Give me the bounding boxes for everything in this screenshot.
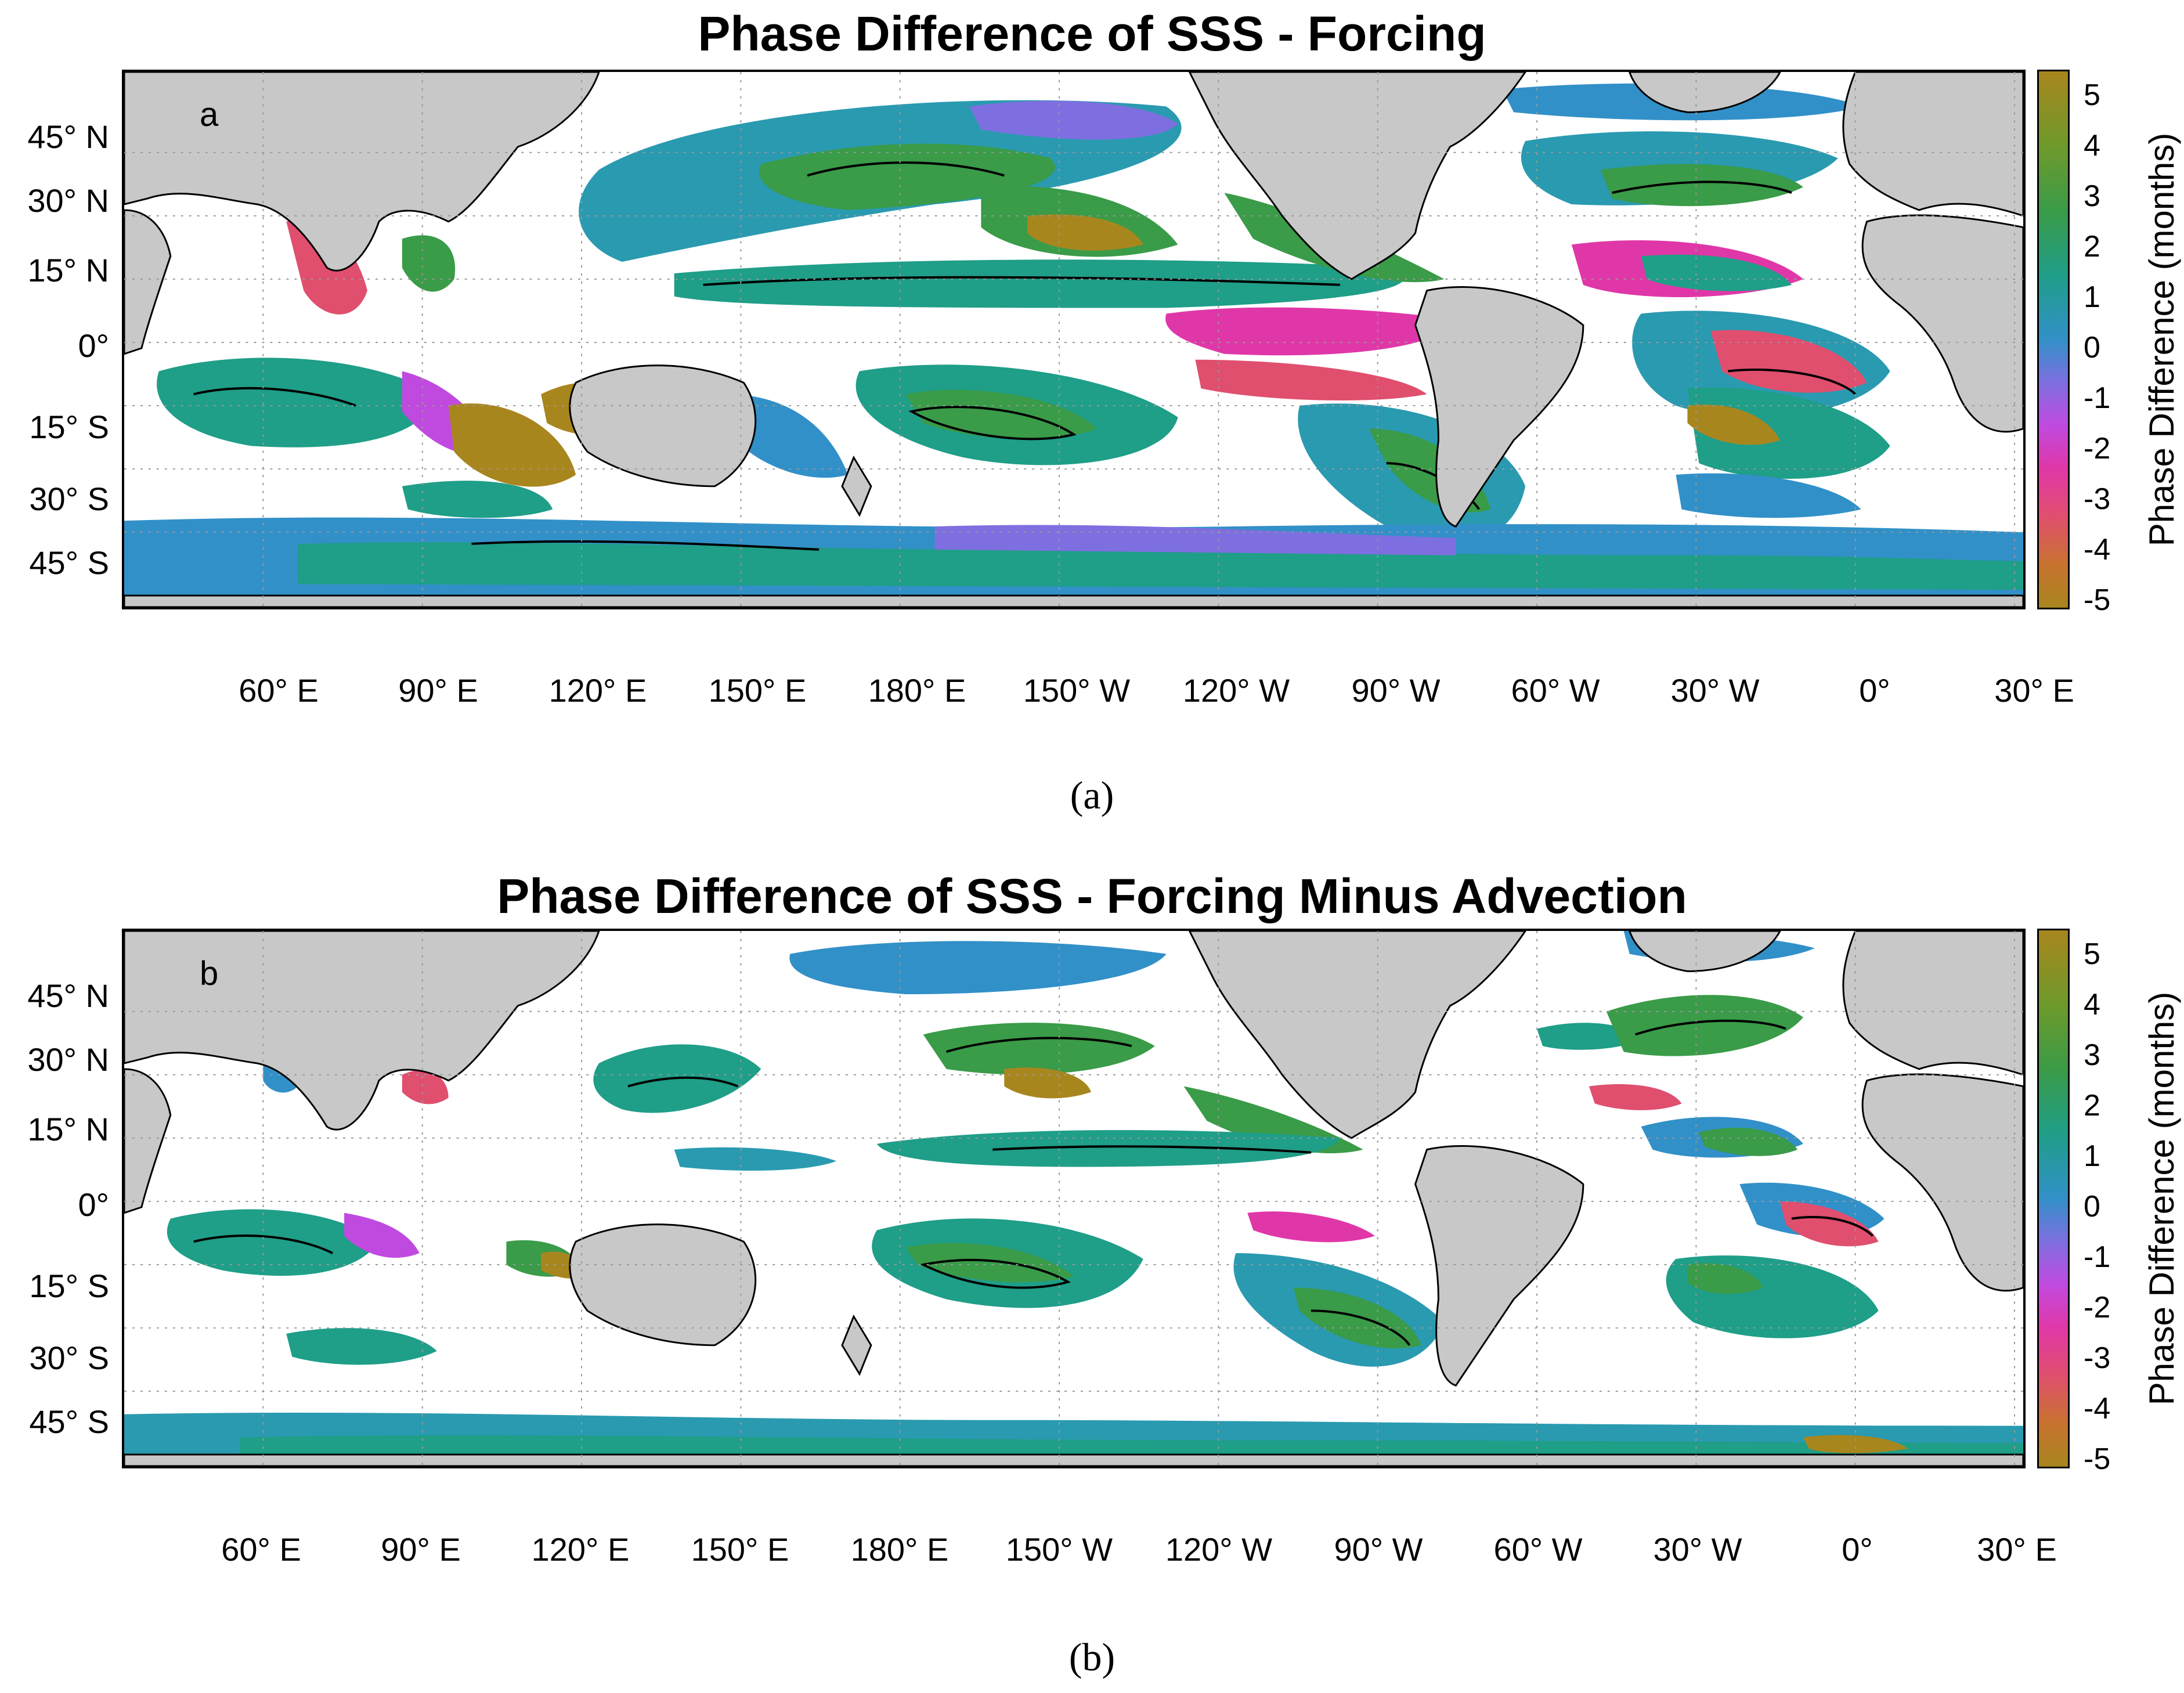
colorbar-tick: 2 [2084, 1089, 2100, 1122]
panel-letter: a [200, 96, 219, 133]
phase-field-patches [124, 83, 2023, 607]
map-frame: a [122, 70, 2026, 609]
lon-label: 120° E [531, 1531, 630, 1568]
map-canvas [124, 931, 2023, 1466]
colorbar-tick: 4 [2084, 988, 2100, 1021]
grid-lines [124, 931, 2023, 1466]
lat-label: 15° S [29, 1268, 109, 1304]
lon-label: 90° W [1351, 672, 1441, 709]
colorbar-tick: -4 [2084, 533, 2111, 566]
lon-label: 150° E [691, 1531, 789, 1568]
colorbar-tick: 0 [2084, 331, 2100, 364]
lon-label: 60° E [239, 672, 319, 709]
lat-label: 45° N [27, 977, 109, 1014]
lon-label: 30° W [1670, 672, 1760, 709]
lat-label: 30° S [29, 481, 109, 517]
panel-title: Phase Difference of SSS - Forcing Minus … [497, 869, 1687, 923]
colorbar-label: Phase Difference (months) [2142, 132, 2181, 547]
colorbar-tick: -1 [2084, 381, 2111, 415]
lon-label: 150° W [1023, 672, 1131, 709]
colorbar-tick: 2 [2084, 230, 2100, 263]
lat-label: 0° [78, 1186, 109, 1223]
colorbar-tick: 4 [2084, 129, 2100, 163]
colorbar-tick: -2 [2084, 432, 2111, 465]
colorbar-tick: -1 [2084, 1240, 2111, 1274]
lon-label: 120° W [1182, 672, 1290, 709]
colorbar-tick: 0 [2084, 1190, 2100, 1223]
lon-label: 30° E [1977, 1531, 2057, 1568]
colorbar-tick: 5 [2084, 78, 2100, 112]
colorbar [2037, 70, 2070, 609]
colorbar-tick: -3 [2084, 1341, 2111, 1375]
land-masses [124, 72, 2023, 607]
lon-label: 90° W [1334, 1531, 1423, 1568]
lon-label: 0° [1859, 672, 1890, 709]
colorbar-tick: -2 [2084, 1291, 2111, 1324]
lon-label: 30° W [1653, 1531, 1742, 1568]
lon-label: 180° E [850, 1531, 949, 1568]
lon-label: 60° W [1493, 1531, 1583, 1568]
lat-label: 30° N [27, 182, 109, 219]
colorbar-tick: -3 [2084, 482, 2111, 516]
lon-label: 0° [1842, 1531, 1873, 1568]
lon-label: 120° E [548, 672, 647, 709]
lon-label: 150° W [1005, 1531, 1113, 1568]
lat-label: 0° [78, 327, 109, 364]
figure-caption: (b) [1068, 1635, 1116, 1679]
colorbar-tick: 1 [2084, 1139, 2100, 1173]
panel-b: Phase Difference of SSS - Forcing Minus … [0, 847, 2184, 1693]
panel-title: Phase Difference of SSS - Forcing [698, 6, 1486, 61]
lon-label: 60° W [1511, 672, 1600, 709]
panel-a: Phase Difference of SSS - Forcing [0, 0, 2184, 836]
lat-label: 45° S [29, 544, 109, 581]
lon-label: 90° E [398, 672, 478, 709]
lon-label: 60° E [221, 1531, 301, 1568]
grid-lines [124, 72, 2023, 607]
contour-lines [193, 161, 1857, 551]
colorbar-tick: -5 [2084, 1442, 2111, 1476]
colorbar-tick: -5 [2084, 583, 2111, 617]
lat-label: 45° S [29, 1403, 109, 1440]
lat-label: 30° N [27, 1041, 109, 1078]
contour-lines [193, 1019, 1874, 1346]
lat-label: 15° N [27, 252, 109, 288]
colorbar-label: Phase Difference (months) [2142, 991, 2181, 1406]
lon-label: 180° E [868, 672, 966, 709]
lat-label: 15° S [29, 409, 109, 445]
lon-label: 30° E [1994, 672, 2074, 709]
land-masses [124, 931, 2023, 1466]
lat-label: 45° N [27, 118, 109, 155]
lat-label: 30° S [29, 1340, 109, 1376]
panel-letter: b [200, 955, 219, 992]
colorbar-tick: 3 [2084, 1038, 2100, 1072]
lon-label: 120° W [1165, 1531, 1273, 1568]
map-canvas [124, 72, 2023, 607]
colorbar-tick: 5 [2084, 937, 2100, 971]
colorbar-tick: 3 [2084, 179, 2100, 213]
colorbar [2037, 929, 2070, 1468]
lon-label: 150° E [708, 672, 807, 709]
lat-label: 15° N [27, 1111, 109, 1147]
colorbar-tick: -4 [2084, 1392, 2111, 1425]
lon-label: 90° E [381, 1531, 461, 1568]
figure-caption: (a) [1070, 773, 1114, 817]
map-frame: b [122, 929, 2026, 1468]
colorbar-tick: 1 [2084, 280, 2100, 314]
